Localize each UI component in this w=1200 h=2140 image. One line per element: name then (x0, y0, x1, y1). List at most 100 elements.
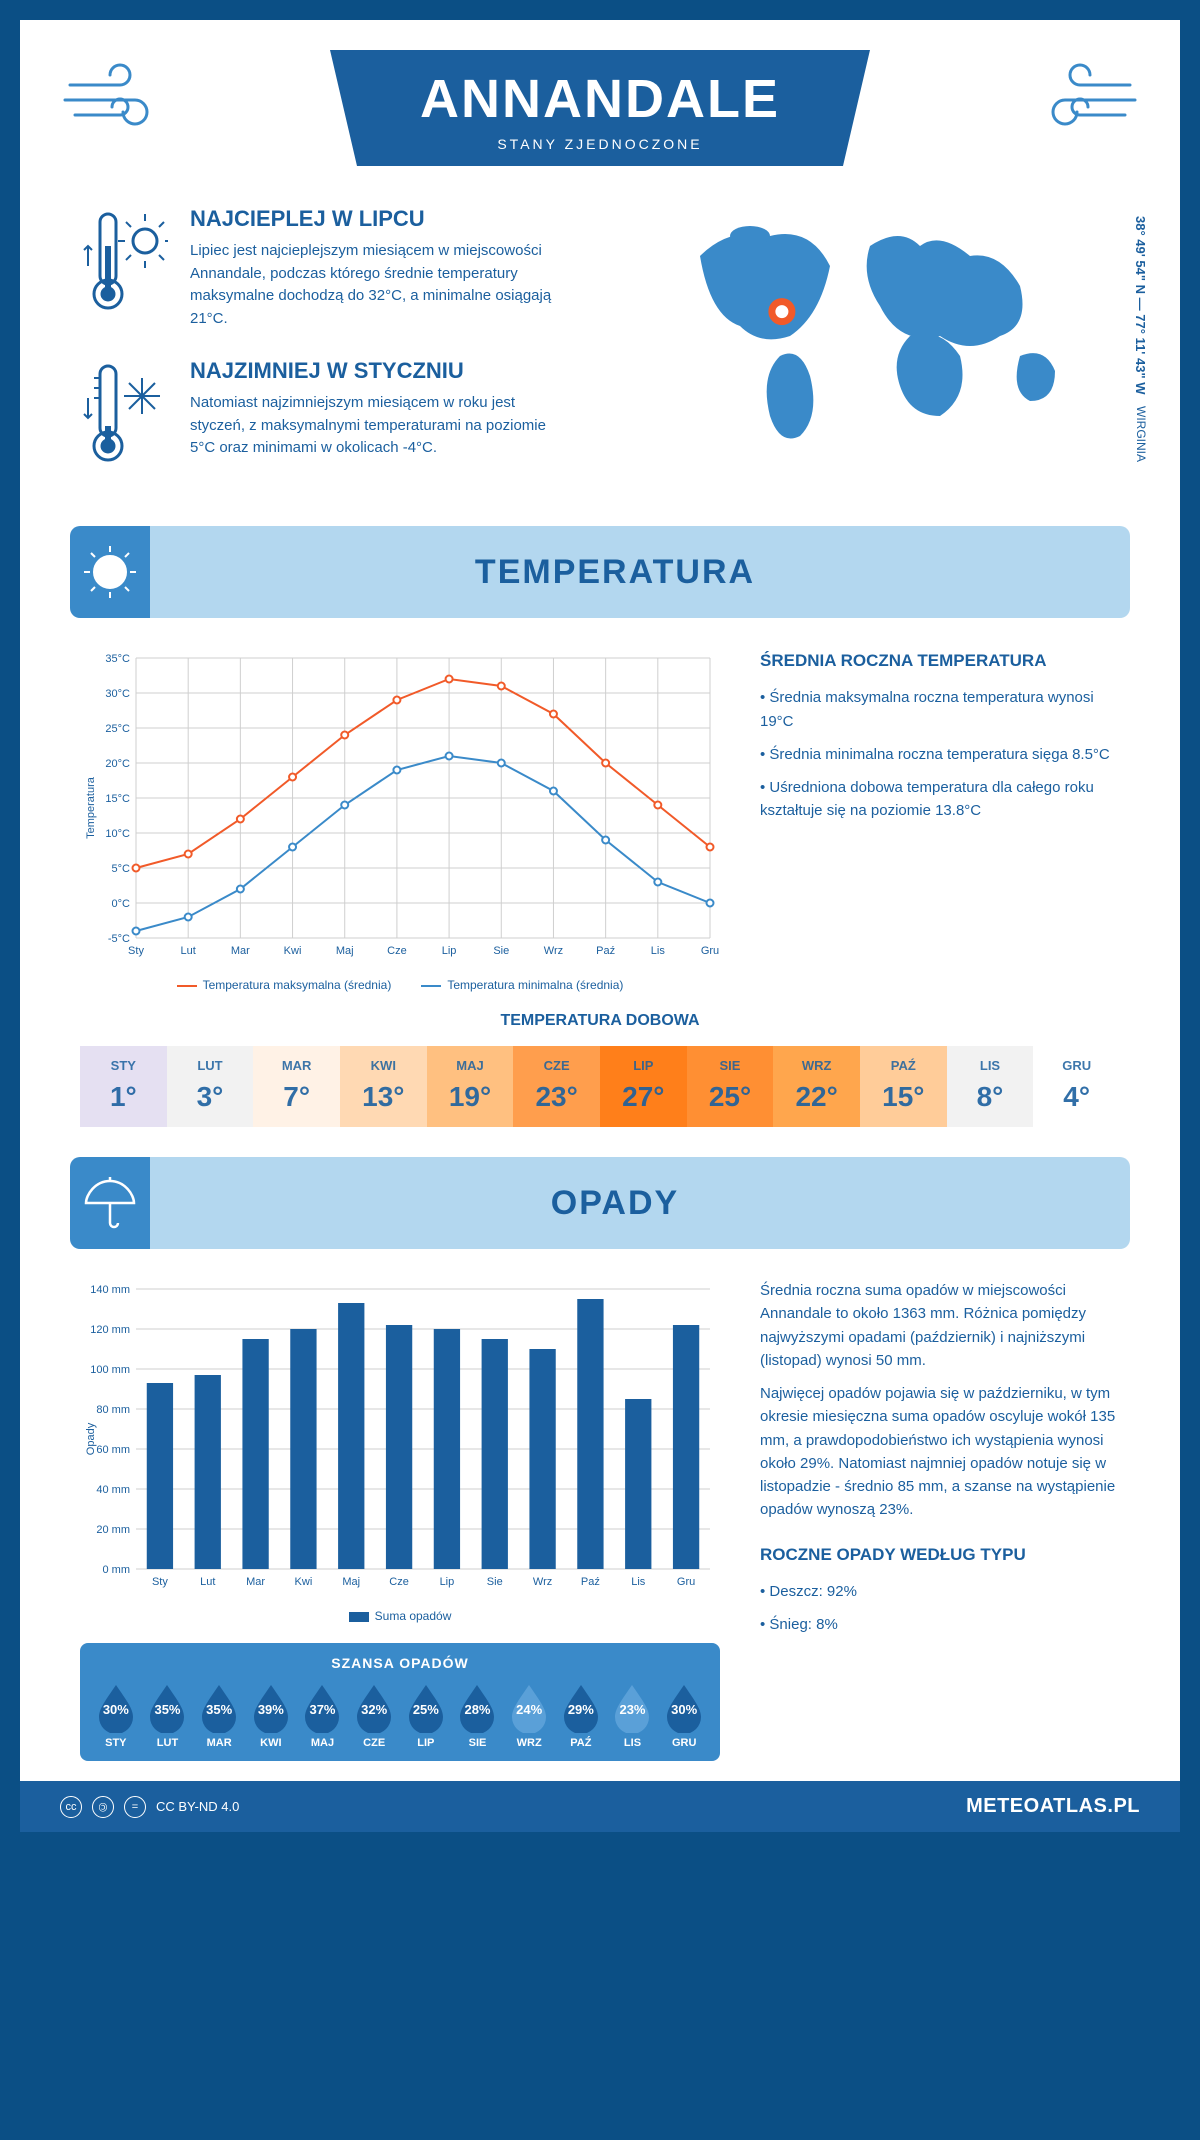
svg-text:0°C: 0°C (112, 898, 131, 910)
svg-text:80 mm: 80 mm (96, 1404, 130, 1416)
svg-text:20°C: 20°C (105, 758, 130, 770)
fact-hot: NAJCIEPLEJ W LIPCU Lipiec jest najcieple… (80, 206, 620, 330)
chance-title: SZANSA OPADÓW (92, 1655, 708, 1671)
svg-text:20 mm: 20 mm (96, 1524, 130, 1536)
svg-text:Paź: Paź (581, 1576, 600, 1588)
title-banner: ANNANDALE STANY ZJEDNOCZONE (330, 50, 870, 166)
chance-drop: 30%STY (92, 1681, 140, 1749)
daily-temp-cell: MAR7° (253, 1046, 340, 1127)
svg-text:Lis: Lis (631, 1576, 646, 1588)
page-subtitle: STANY ZJEDNOCZONE (420, 136, 780, 152)
wind-icon (1020, 60, 1140, 140)
chance-drop: 28%SIE (454, 1681, 502, 1749)
legend-precip: Suma opadów (349, 1609, 452, 1623)
svg-text:15°C: 15°C (105, 793, 130, 805)
summary-item: Średnia minimalna roczna temperatura się… (760, 743, 1120, 766)
daily-temp-cell: PAŹ15° (860, 1046, 947, 1127)
temperature-summary: ŚREDNIA ROCZNA TEMPERATURA Średnia maksy… (760, 648, 1120, 992)
svg-text:Sty: Sty (128, 945, 144, 957)
summary-paragraph: Najwięcej opadów pojawia się w październ… (760, 1382, 1120, 1522)
cc-icon: cc (60, 1796, 82, 1818)
summary-paragraph: Średnia roczna suma opadów w miejscowośc… (760, 1279, 1120, 1372)
svg-text:Temperatura: Temperatura (85, 776, 97, 839)
site-name: METEOATLAS.PL (966, 1795, 1140, 1818)
chance-drop: 29%PAŹ (557, 1681, 605, 1749)
daily-temp-cell: GRU4° (1033, 1046, 1120, 1127)
svg-text:Kwi: Kwi (295, 1576, 313, 1588)
daily-temp-cell: STY1° (80, 1046, 167, 1127)
footer: cc 🄯 = CC BY-ND 4.0 METEOATLAS.PL (20, 1781, 1180, 1832)
precip-type-item: Deszcz: 92% (760, 1580, 1120, 1603)
svg-text:Wrz: Wrz (533, 1576, 552, 1588)
svg-text:0 mm: 0 mm (103, 1564, 131, 1576)
svg-text:35°C: 35°C (105, 653, 130, 665)
svg-text:Maj: Maj (336, 945, 354, 957)
svg-text:Cze: Cze (389, 1576, 409, 1588)
svg-text:60 mm: 60 mm (96, 1444, 130, 1456)
summary-title: ŚREDNIA ROCZNA TEMPERATURA (760, 648, 1120, 674)
fact-hot-title: NAJCIEPLEJ W LIPCU (190, 206, 570, 232)
precip-type-item: Śnieg: 8% (760, 1613, 1120, 1636)
svg-text:Sie: Sie (493, 945, 509, 957)
legend-min: Temperatura minimalna (średnia) (421, 978, 623, 992)
svg-text:Wrz: Wrz (544, 945, 563, 957)
daily-temp-cell: CZE23° (513, 1046, 600, 1127)
daily-temp-cell: LIS8° (947, 1046, 1034, 1127)
daily-temp-cell: LUT3° (167, 1046, 254, 1127)
chance-drop: 35%MAR (195, 1681, 243, 1749)
header: ANNANDALE STANY ZJEDNOCZONE (20, 20, 1180, 186)
chance-drop: 25%LIP (402, 1681, 450, 1749)
intro-section: NAJCIEPLEJ W LIPCU Lipiec jest najcieple… (20, 186, 1180, 526)
chance-drop: 37%MAJ (299, 1681, 347, 1749)
chance-drop: 24%WRZ (505, 1681, 553, 1749)
daily-temp-cell: WRZ22° (773, 1046, 860, 1127)
thermometer-cold-icon (80, 358, 170, 468)
coordinates: 38° 49' 54" N — 77° 11' 43" W (1133, 216, 1148, 395)
svg-text:Cze: Cze (387, 945, 407, 957)
precipitation-body: 0 mm20 mm40 mm60 mm80 mm100 mm120 mm140 … (20, 1249, 1180, 1781)
section-title: OPADY (120, 1184, 1110, 1223)
fact-cold-text: Natomiast najzimniejszym miesiącem w rok… (190, 392, 570, 460)
by-icon: 🄯 (92, 1796, 114, 1818)
svg-text:100 mm: 100 mm (90, 1364, 130, 1376)
page-title: ANNANDALE (420, 68, 780, 130)
svg-text:Lis: Lis (651, 945, 666, 957)
svg-text:Opady: Opady (85, 1422, 97, 1455)
chance-drop: 35%LUT (144, 1681, 192, 1749)
chance-drop: 23%LIS (609, 1681, 657, 1749)
svg-text:Lut: Lut (181, 945, 196, 957)
svg-text:140 mm: 140 mm (90, 1284, 130, 1296)
summary-item: Uśredniona dobowa temperatura dla całego… (760, 776, 1120, 823)
svg-text:Lip: Lip (442, 945, 457, 957)
svg-text:Sie: Sie (487, 1576, 503, 1588)
svg-text:Mar: Mar (246, 1576, 265, 1588)
summary-item: Średnia maksymalna roczna temperatura wy… (760, 686, 1120, 733)
wind-icon (60, 60, 180, 140)
daily-temperature-table: TEMPERATURA DOBOWA STY1°LUT3°MAR7°KWI13°… (20, 1012, 1180, 1157)
daily-temp-cell: KWI13° (340, 1046, 427, 1127)
svg-text:Sty: Sty (152, 1576, 168, 1588)
svg-text:Kwi: Kwi (284, 945, 302, 957)
legend-max: Temperatura maksymalna (średnia) (177, 978, 392, 992)
daily-temp-cell: LIP27° (600, 1046, 687, 1127)
license-text: CC BY-ND 4.0 (156, 1799, 239, 1814)
precip-type-title: ROCZNE OPADY WEDŁUG TYPU (760, 1542, 1120, 1568)
svg-text:Gru: Gru (701, 945, 719, 957)
svg-text:40 mm: 40 mm (96, 1484, 130, 1496)
nd-icon: = (124, 1796, 146, 1818)
svg-text:30°C: 30°C (105, 688, 130, 700)
svg-text:Maj: Maj (342, 1576, 360, 1588)
fact-cold: NAJZIMNIEJ W STYCZNIU Natomiast najzimni… (80, 358, 620, 468)
svg-text:-5°C: -5°C (108, 933, 130, 945)
precipitation-bar-chart: 0 mm20 mm40 mm60 mm80 mm100 mm120 mm140 … (80, 1279, 720, 1761)
svg-text:10°C: 10°C (105, 828, 130, 840)
svg-text:Lut: Lut (200, 1576, 215, 1588)
svg-text:5°C: 5°C (112, 863, 131, 875)
precipitation-summary: Średnia roczna suma opadów w miejscowośc… (760, 1279, 1120, 1761)
chance-drop: 39%KWI (247, 1681, 295, 1749)
svg-text:Paź: Paź (596, 945, 615, 957)
chance-drop: 32%CZE (350, 1681, 398, 1749)
chance-drop: 30%GRU (660, 1681, 708, 1749)
svg-text:Lip: Lip (440, 1576, 455, 1588)
svg-text:Gru: Gru (677, 1576, 695, 1588)
